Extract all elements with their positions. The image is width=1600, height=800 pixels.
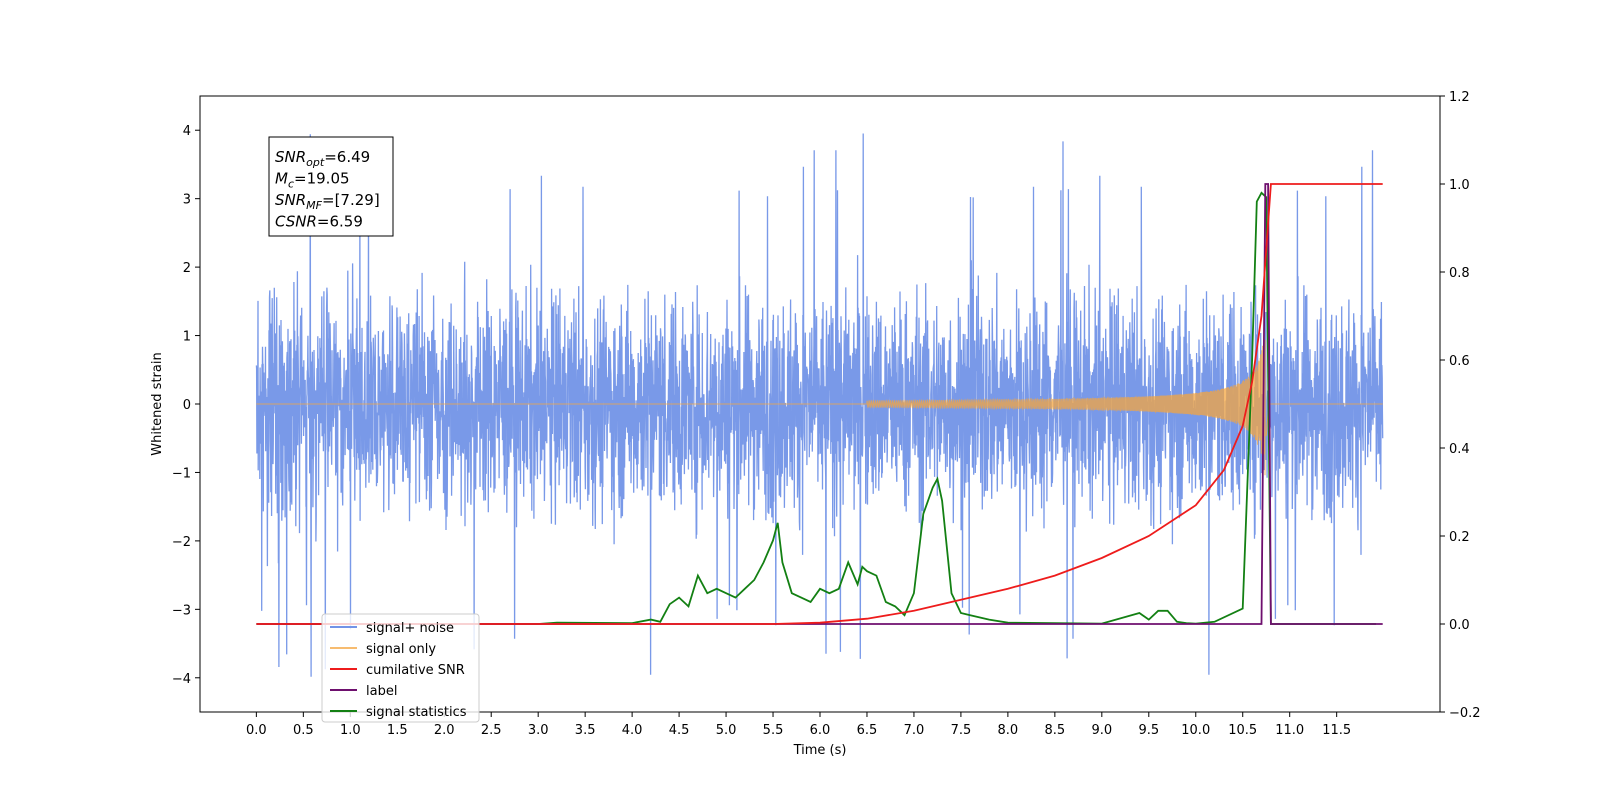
y-tick-label: 0 xyxy=(183,398,191,413)
y-tick-label: −4 xyxy=(172,672,191,687)
annotation-line: SNRMF=[7.29] xyxy=(275,191,380,212)
y-tick-label: 3 xyxy=(183,193,191,208)
x-tick-label: 0.5 xyxy=(293,723,314,738)
y-tick-label: −3 xyxy=(172,603,191,618)
x-tick-label: 8.5 xyxy=(1045,723,1066,738)
annotation-symbol: SNR xyxy=(275,191,306,209)
y-tick-label: −2 xyxy=(172,535,191,550)
x-tick-label: 10.0 xyxy=(1181,723,1210,738)
x-tick-label: 10.5 xyxy=(1228,723,1257,738)
legend-label: cumilative SNR xyxy=(366,663,465,678)
x-tick-label: 0.0 xyxy=(246,723,267,738)
y2-tick-label: 0.4 xyxy=(1449,442,1470,457)
legend-label: label xyxy=(366,684,397,699)
annotation-symbol: SNR xyxy=(275,148,306,166)
annotation-symbol: M xyxy=(275,170,288,188)
plot-area xyxy=(255,133,1384,677)
y2-tick-label: 0.2 xyxy=(1449,530,1470,545)
x-tick-label: 4.5 xyxy=(669,723,690,738)
x-tick-label: 5.5 xyxy=(763,723,784,738)
x-tick-label: 2.5 xyxy=(481,723,502,738)
x-tick-label: 9.0 xyxy=(1091,723,1112,738)
x-axis: 0.0 0.5 1.0 1.5 2.0 2.5 3.0 3.5 4.0 4.5 5.0 5.5 6.0 6… xyxy=(246,712,1351,738)
y2-tick-label: 0.0 xyxy=(1449,618,1470,633)
y-axis-right: −0.2 0.0 0.2 0.4 0.6 0.8 1.0 1.2 xyxy=(1440,90,1481,721)
x-tick-label: 5.0 xyxy=(716,723,737,738)
annotation-subscript: opt xyxy=(306,156,325,169)
y2-tick-label: −0.2 xyxy=(1449,706,1481,721)
series-cumulative-snr-line xyxy=(256,183,1383,625)
x-tick-label: 6.5 xyxy=(857,723,878,738)
y-axis-left: −4 −3 −2 −1 0 1 2 3 4 xyxy=(172,124,200,687)
annotation-subscript: c xyxy=(288,178,294,191)
legend-frame xyxy=(321,613,480,723)
annotation-line: Mc=19.05 xyxy=(275,170,350,191)
annotation-line: SNRopt=6.49 xyxy=(275,148,370,169)
annotation-value: =6.49 xyxy=(324,148,370,166)
series-signal-statistics-line xyxy=(256,191,1377,625)
annotation-value: =[7.29] xyxy=(322,191,380,209)
series-label-line xyxy=(256,183,1383,625)
y2-tick-label: 1.0 xyxy=(1449,178,1470,193)
x-tick-label: 8.0 xyxy=(998,723,1019,738)
annotation-value: =19.05 xyxy=(294,170,350,188)
annotation-line: CSNR=6.59 xyxy=(275,213,363,231)
y-tick-label: −1 xyxy=(172,466,191,481)
annotation-frame xyxy=(268,136,394,237)
x-tick-label: 9.5 xyxy=(1138,723,1159,738)
x-tick-label: 11.5 xyxy=(1322,723,1351,738)
annotation-subscript: MF xyxy=(306,199,322,212)
y2-tick-label: 0.8 xyxy=(1449,266,1470,281)
series-signal-noise-line xyxy=(255,133,1384,677)
annotation-symbol: CSNR xyxy=(275,213,317,231)
legend-label: signal only xyxy=(366,642,436,657)
x-tick-label: 1.5 xyxy=(387,723,408,738)
x-axis-label: Time (s) xyxy=(793,743,847,758)
x-tick-label: 6.0 xyxy=(810,723,831,738)
legend-label: signal statistics xyxy=(366,705,467,720)
y2-tick-label: 1.2 xyxy=(1449,90,1470,105)
series-signal-only-line xyxy=(256,339,1383,476)
x-tick-label: 1.0 xyxy=(340,723,361,738)
x-tick-label: 7.0 xyxy=(904,723,925,738)
y-tick-label: 2 xyxy=(183,261,191,276)
x-tick-label: 11.0 xyxy=(1275,723,1304,738)
x-tick-label: 2.0 xyxy=(434,723,455,738)
legend-label: signal+ noise xyxy=(366,621,454,636)
x-tick-label: 7.5 xyxy=(951,723,972,738)
annotation-value: =6.59 xyxy=(317,213,363,231)
x-tick-label: 3.0 xyxy=(528,723,549,738)
x-tick-label: 3.5 xyxy=(575,723,596,738)
x-tick-label: 4.0 xyxy=(622,723,643,738)
y-tick-label: 1 xyxy=(183,330,191,345)
y-axis-label: Whitened strain xyxy=(150,352,165,455)
y-tick-label: 4 xyxy=(183,124,191,139)
legend: signal+ noise signal only cumilative SNR la… xyxy=(321,613,480,723)
y2-tick-label: 0.6 xyxy=(1449,354,1470,369)
